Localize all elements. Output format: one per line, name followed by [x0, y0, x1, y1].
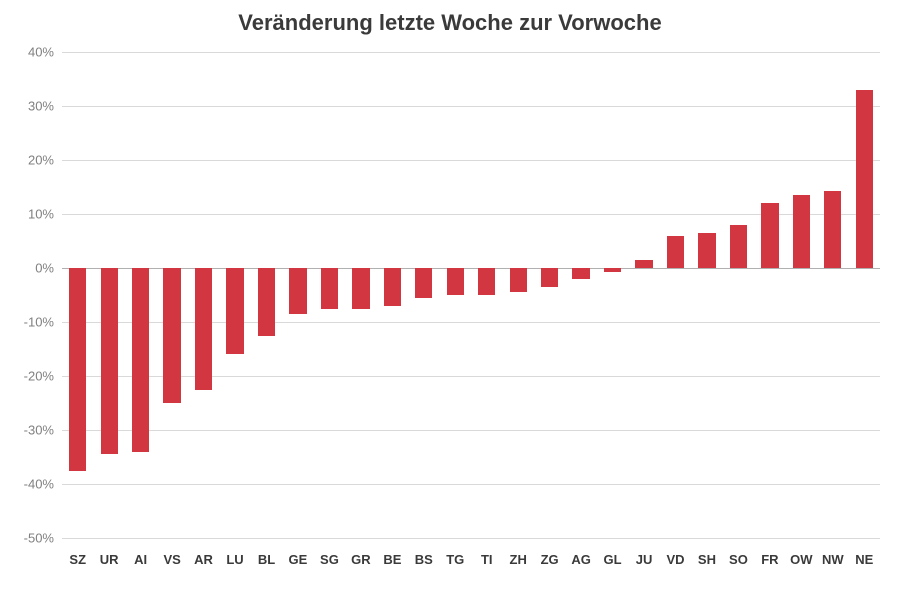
bar: [258, 268, 275, 336]
bar: [541, 268, 558, 287]
x-tick-label: AI: [134, 552, 147, 567]
bar: [572, 268, 589, 279]
x-tick-label: AG: [571, 552, 591, 567]
x-tick-label: VD: [666, 552, 684, 567]
x-axis-labels: SZ UR AI VS AR LU BL GE SG GR BE BS TG TI ZH ZG AG GL JU VD…: [62, 552, 880, 582]
bar: [478, 268, 495, 295]
x-tick-label: TI: [481, 552, 493, 567]
bar: [730, 225, 747, 268]
x-tick-label: NE: [855, 552, 873, 567]
plot-area: -50%-40%-30%-20%-10%0%10%20%30%40%: [62, 52, 880, 538]
bar: [824, 191, 841, 268]
x-tick-label: VS: [163, 552, 180, 567]
bar: [226, 268, 243, 354]
y-tick-label: 0%: [35, 261, 54, 276]
y-tick-label: -30%: [24, 423, 54, 438]
y-tick-label: 10%: [28, 207, 54, 222]
x-tick-label: GL: [604, 552, 622, 567]
x-tick-label: JU: [636, 552, 653, 567]
x-tick-label: GE: [289, 552, 308, 567]
bar: [163, 268, 180, 403]
x-tick-label: AR: [194, 552, 213, 567]
bar: [101, 268, 118, 454]
x-tick-label: LU: [226, 552, 243, 567]
bar: [856, 90, 873, 268]
x-tick-label: SO: [729, 552, 748, 567]
bar: [793, 195, 810, 268]
bar: [352, 268, 369, 309]
x-tick-label: OW: [790, 552, 812, 567]
bar: [698, 233, 715, 268]
x-tick-label: FR: [761, 552, 778, 567]
y-tick-label: 40%: [28, 45, 54, 60]
x-tick-label: UR: [100, 552, 119, 567]
bar: [667, 236, 684, 268]
chart-container: Veränderung letzte Woche zur Vorwoche -5…: [0, 0, 900, 600]
bar: [289, 268, 306, 314]
bar: [69, 268, 86, 471]
bar: [415, 268, 432, 298]
y-tick-label: -40%: [24, 477, 54, 492]
x-tick-label: TG: [446, 552, 464, 567]
x-tick-label: SZ: [69, 552, 86, 567]
bar: [321, 268, 338, 309]
y-tick-label: 30%: [28, 99, 54, 114]
x-tick-label: ZG: [541, 552, 559, 567]
bar: [604, 268, 621, 272]
bar: [384, 268, 401, 306]
y-tick-label: -50%: [24, 531, 54, 546]
bar: [635, 260, 652, 268]
x-tick-label: SG: [320, 552, 339, 567]
x-tick-label: SH: [698, 552, 716, 567]
bars: [62, 52, 880, 538]
chart-title: Veränderung letzte Woche zur Vorwoche: [0, 10, 900, 36]
x-tick-label: NW: [822, 552, 844, 567]
y-tick-label: 20%: [28, 153, 54, 168]
bar: [510, 268, 527, 292]
gridline: [62, 538, 880, 539]
bar: [761, 203, 778, 268]
y-tick-label: -10%: [24, 315, 54, 330]
x-tick-label: BE: [383, 552, 401, 567]
x-tick-label: ZH: [510, 552, 527, 567]
x-tick-label: BL: [258, 552, 275, 567]
bar: [447, 268, 464, 295]
x-tick-label: BS: [415, 552, 433, 567]
x-tick-label: GR: [351, 552, 371, 567]
y-tick-label: -20%: [24, 369, 54, 384]
bar: [132, 268, 149, 452]
bar: [195, 268, 212, 390]
